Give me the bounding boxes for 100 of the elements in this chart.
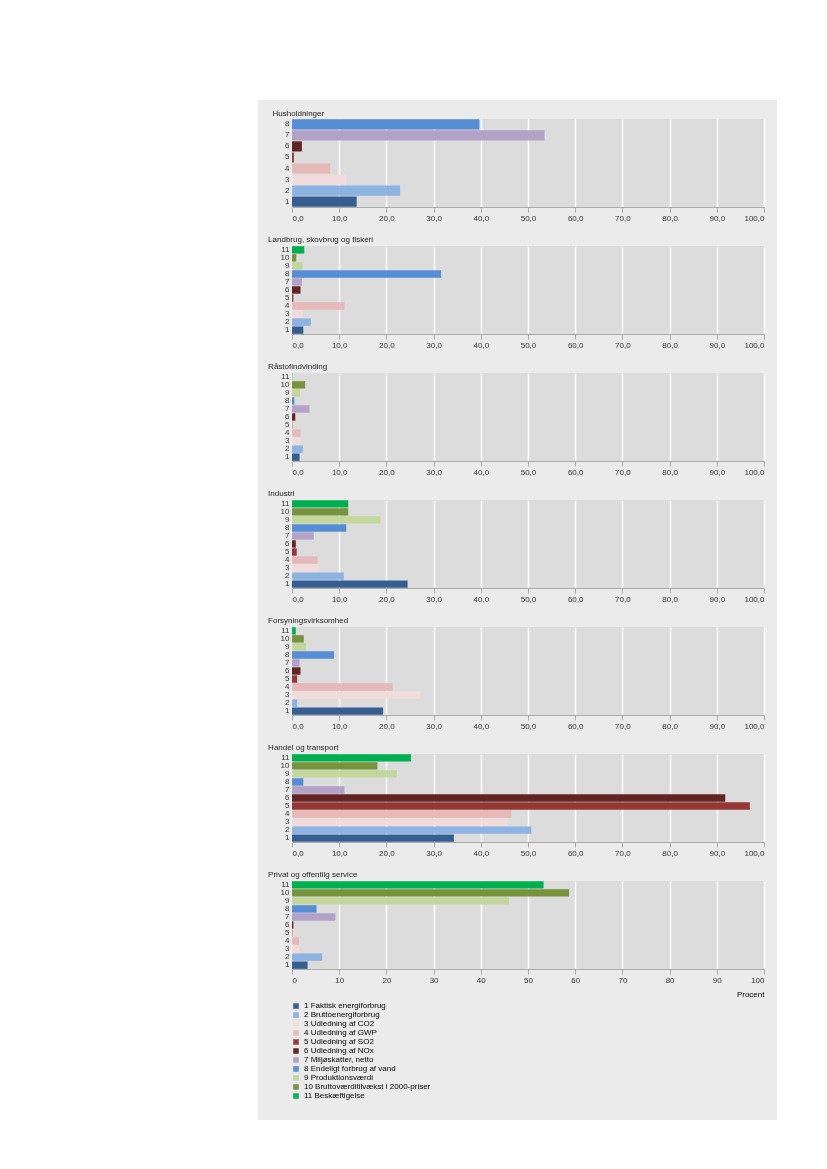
x-tick-label: 100,0	[744, 848, 766, 858]
x-tick-label: 60,0	[567, 721, 585, 731]
x-tick-label: 40	[476, 975, 487, 985]
y-tick-label: 1	[285, 325, 291, 335]
legend-label: 7 Miljøskatter, netto	[304, 1055, 374, 1064]
y-tick-label: 6	[285, 285, 291, 294]
x-tick-label: 30,0	[426, 340, 443, 350]
x-tick-label: 0,0	[292, 467, 305, 477]
x-tick-label: 10,0	[331, 848, 349, 858]
y-tick-label: 5	[285, 928, 291, 938]
x-tick-label: 10,0	[331, 213, 349, 223]
x-tick-label: 80,0	[662, 848, 679, 858]
x-tick-label: 50,0	[520, 848, 537, 858]
y-tick-label: 3	[285, 309, 291, 319]
chart-title: Handel og transport	[268, 743, 340, 753]
x-tick-label: 80,0	[662, 213, 679, 223]
y-tick-label: 2	[285, 185, 291, 195]
y-tick-label: 3	[285, 817, 291, 827]
x-tick-label: 30,0	[426, 721, 443, 731]
x-tick-label: 0,0	[292, 848, 305, 858]
y-tick-label: 6	[285, 793, 291, 802]
y-tick-label: 2	[285, 317, 291, 327]
x-tick-label: 70	[618, 975, 628, 985]
x-tick-label: 60,0	[567, 467, 585, 477]
chart-title: Landbrug, skovbrug og fiskeri	[268, 235, 374, 245]
y-tick-label: 4	[285, 163, 291, 173]
x-tick-label: 70,0	[615, 721, 632, 731]
y-tick-label: 4	[285, 301, 291, 311]
x-axis-title: Procent	[736, 989, 766, 999]
x-tick-label: 40,0	[473, 721, 490, 731]
legend-label: 4 Udledning af GWP	[304, 1028, 377, 1037]
y-tick-label: 6	[285, 920, 291, 929]
y-tick-label: 1	[285, 452, 291, 462]
x-tick-label: 50,0	[520, 721, 537, 731]
y-tick-label: 7	[285, 784, 291, 794]
x-tick-label: 30,0	[426, 594, 443, 604]
y-tick-label: 10	[280, 252, 291, 262]
chart-title: Forsyningsvirksomhed	[268, 616, 349, 626]
x-tick-label: 0,0	[292, 213, 305, 223]
y-tick-label: 4	[285, 936, 291, 946]
legend-label: 11 Beskæftigelse	[304, 1091, 366, 1100]
y-tick-label: 11	[281, 625, 291, 635]
x-tick-label: 90,0	[709, 721, 726, 731]
x-tick-label: 40,0	[473, 340, 490, 350]
legend-label: 1 Faktisk energiforbrug	[304, 1001, 386, 1010]
y-tick-label: 1	[285, 579, 291, 589]
y-tick-label: 11	[281, 879, 291, 889]
x-tick-label: 60,0	[567, 594, 585, 604]
y-tick-label: 3	[285, 563, 291, 573]
x-tick-label: 20	[382, 975, 392, 985]
x-tick-label: 60	[571, 975, 581, 985]
x-tick-label: 50	[524, 975, 534, 985]
y-tick-label: 5	[285, 801, 291, 811]
chart-title: Råstofindvinding	[268, 362, 328, 372]
x-tick-label: 90,0	[709, 594, 726, 604]
legend-label: 2 Bruttoenergiforbrug	[304, 1010, 380, 1019]
y-tick-label: 8	[285, 522, 291, 532]
legend-label: 10 Bruttoværditilvækst i 2000-priser	[304, 1082, 431, 1091]
x-tick-label: 100,0	[744, 467, 766, 477]
x-tick-label: 30,0	[426, 467, 443, 477]
y-tick-label: 10	[280, 506, 291, 516]
y-tick-label: 7	[285, 130, 291, 140]
x-tick-label: 20,0	[379, 721, 396, 731]
y-tick-label: 10	[280, 887, 291, 897]
x-tick-label: 20,0	[379, 594, 396, 604]
y-tick-label: 9	[285, 260, 291, 270]
x-tick-label: 70,0	[615, 467, 632, 477]
chart-title: Privat og offentlig service	[268, 870, 358, 880]
x-tick-label: 40,0	[473, 848, 490, 858]
y-tick-label: 7	[285, 657, 291, 667]
x-tick-label: 10	[335, 975, 345, 985]
x-tick-label: 10,0	[331, 721, 349, 731]
y-tick-label: 6	[285, 141, 291, 151]
x-tick-label: 100	[751, 975, 766, 985]
x-tick-label: 30,0	[426, 848, 443, 858]
y-tick-label: 7	[285, 403, 291, 413]
x-tick-label: 30	[429, 975, 440, 985]
x-tick-label: 40,0	[473, 213, 490, 223]
x-tick-label: 60,0	[567, 848, 585, 858]
x-tick-label: 50,0	[520, 340, 537, 350]
y-tick-label: 5	[285, 420, 291, 430]
y-tick-label: 6	[285, 412, 291, 421]
x-tick-label: 90,0	[709, 848, 726, 858]
x-tick-label: 100,0	[744, 594, 766, 604]
y-tick-label: 2	[285, 952, 291, 962]
y-tick-label: 8	[285, 903, 291, 913]
x-tick-label: 10,0	[331, 340, 349, 350]
x-tick-label: 80,0	[662, 340, 679, 350]
y-tick-label: 1	[285, 196, 291, 206]
x-tick-label: 60,0	[567, 340, 585, 350]
x-tick-label: 40,0	[473, 467, 490, 477]
x-tick-label: 50,0	[520, 594, 537, 604]
x-tick-label: 60,0	[567, 213, 585, 223]
x-tick-label: 100,0	[744, 721, 766, 731]
y-tick-label: 11	[281, 752, 291, 762]
legend-label: 9 Produktionsværdi	[304, 1073, 374, 1082]
x-tick-label: 10,0	[331, 467, 349, 477]
x-tick-label: 20,0	[379, 213, 396, 223]
chart-title: Industri	[268, 489, 295, 499]
y-tick-label: 8	[285, 395, 291, 405]
